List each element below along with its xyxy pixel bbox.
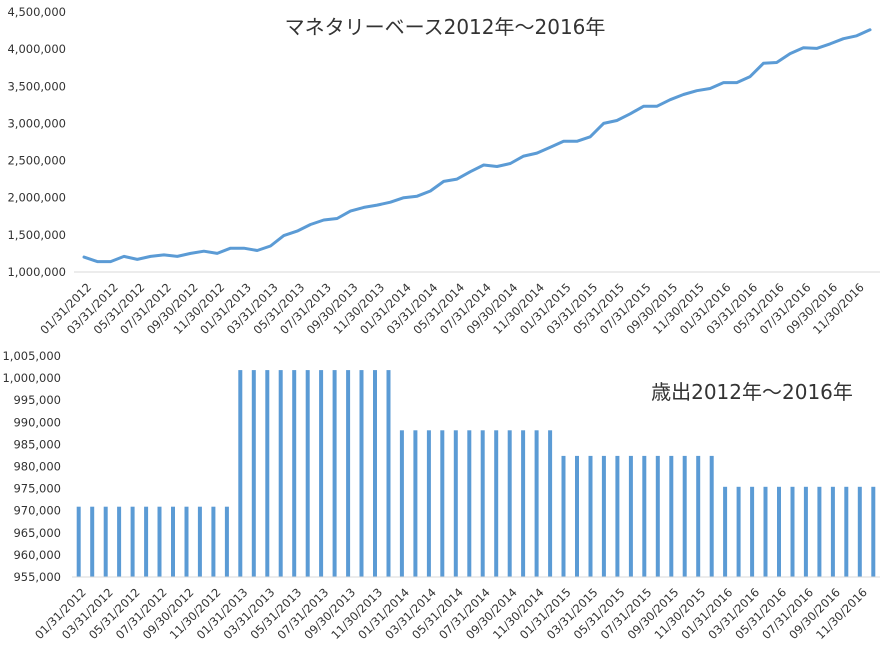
expenditure-bar: [736, 486, 741, 577]
expenditure-bar: [723, 486, 728, 577]
expenditure-bar: [803, 486, 808, 577]
y-tick-label: 2,000,000: [7, 191, 66, 205]
monetary-base-line-chart: 1,000,000 1,500,000 2,000,000 2,500,000 3,00…: [7, 5, 880, 337]
expenditure-bar: [601, 455, 606, 577]
expenditure-bar: [830, 486, 835, 577]
expenditure-bar: [507, 430, 512, 577]
expenditure-bar: [615, 455, 620, 577]
x-axis-ticks: 01/31/201203/31/201205/31/201207/31/2012…: [37, 280, 866, 337]
bar-group: [76, 370, 876, 577]
expenditure-bar: [790, 486, 795, 577]
expenditure-bar: [534, 430, 539, 577]
expenditure-bar: [561, 455, 566, 577]
chart-title: 歳出2012年～2016年: [651, 380, 853, 404]
y-tick-label: 1,000,000: [7, 265, 66, 279]
expenditure-bar: [197, 506, 202, 577]
expenditure-bar: [319, 370, 324, 577]
y-tick-label: 4,000,000: [7, 42, 66, 56]
y-tick-label: 965,000: [13, 526, 61, 540]
expenditure-bar: [251, 370, 256, 577]
y-axis-ticks: 955,000 960,000 965,000 970,000 975,000 980,0…: [2, 349, 61, 584]
y-tick-label: 4,500,000: [7, 5, 66, 19]
expenditure-bar: [292, 370, 297, 577]
y-tick-label: 960,000: [13, 548, 61, 562]
expenditure-bar: [373, 370, 377, 577]
expenditure-bar: [76, 506, 81, 577]
expenditure-bar: [871, 486, 876, 577]
expenditure-bar: [467, 430, 472, 577]
expenditure-bar: [117, 506, 122, 577]
y-tick-label: 985,000: [13, 437, 61, 451]
chart-title: マネタリーベース2012年～2016年: [285, 15, 606, 39]
expenditure-bar: [682, 455, 687, 577]
series-line-group: [82, 28, 872, 264]
expenditure-bar: [588, 455, 593, 577]
expenditure-bar: [494, 430, 499, 577]
y-tick-label: 3,000,000: [7, 116, 66, 130]
expenditure-bar: [480, 430, 485, 577]
y-tick-label: 1,005,000: [2, 349, 61, 363]
monetary-base-series-line: [82, 28, 872, 264]
y-tick-label: 990,000: [13, 415, 61, 429]
expenditure-bar: [628, 455, 633, 577]
expenditure-bar: [817, 486, 822, 577]
expenditure-bar: [777, 486, 781, 577]
expenditure-bar: [844, 486, 849, 577]
expenditure-bar: [763, 486, 768, 577]
expenditure-bar: [157, 506, 162, 577]
y-tick-label: 1,500,000: [7, 228, 66, 242]
expenditure-bar: [130, 506, 135, 577]
expenditure-bar: [669, 455, 674, 577]
expenditure-bar: [453, 430, 458, 577]
y-tick-label: 980,000: [13, 460, 61, 474]
expenditure-bar: [103, 506, 108, 577]
expenditure-bar: [359, 370, 364, 577]
expenditure-bar: [171, 506, 175, 577]
expenditure-bar: [426, 430, 431, 577]
expenditure-bar: [399, 430, 404, 577]
expenditure-bar: [548, 430, 553, 577]
expenditure-bar: [413, 430, 418, 577]
expenditure-bar: [90, 506, 95, 577]
expenditure-bar-chart: 955,000 960,000 965,000 970,000 975,000 980,0…: [2, 349, 880, 642]
expenditure-bar: [440, 430, 445, 577]
expenditure-bar: [642, 455, 647, 577]
y-tick-label: 3,500,000: [7, 79, 66, 93]
expenditure-bar: [238, 370, 243, 577]
expenditure-bar: [224, 506, 229, 577]
expenditure-bar: [184, 506, 189, 577]
expenditure-bar: [857, 486, 862, 577]
expenditure-bar: [386, 370, 391, 577]
expenditure-bar: [575, 455, 579, 577]
y-tick-label: 955,000: [13, 570, 61, 584]
x-axis-ticks: 01/31/201203/31/201205/31/201207/31/2012…: [32, 585, 870, 642]
expenditure-bar: [332, 370, 337, 577]
expenditure-bar: [696, 455, 701, 577]
y-tick-label: 2,500,000: [7, 154, 66, 168]
y-tick-label: 975,000: [13, 482, 61, 496]
y-tick-label: 995,000: [13, 393, 61, 407]
expenditure-bar: [750, 486, 755, 577]
expenditure-bar: [305, 370, 310, 577]
expenditure-bar: [211, 506, 216, 577]
expenditure-bar: [144, 506, 149, 577]
y-tick-label: 1,000,000: [2, 371, 61, 385]
expenditure-bar: [278, 370, 283, 577]
y-tick-label: 970,000: [13, 504, 61, 518]
expenditure-bar: [346, 370, 351, 577]
y-axis-ticks: 1,000,000 1,500,000 2,000,000 2,500,000 3,00…: [7, 5, 66, 279]
expenditure-bar: [655, 455, 660, 577]
expenditure-bar: [709, 455, 714, 577]
expenditure-bar: [521, 430, 526, 577]
expenditure-bar: [265, 370, 270, 577]
